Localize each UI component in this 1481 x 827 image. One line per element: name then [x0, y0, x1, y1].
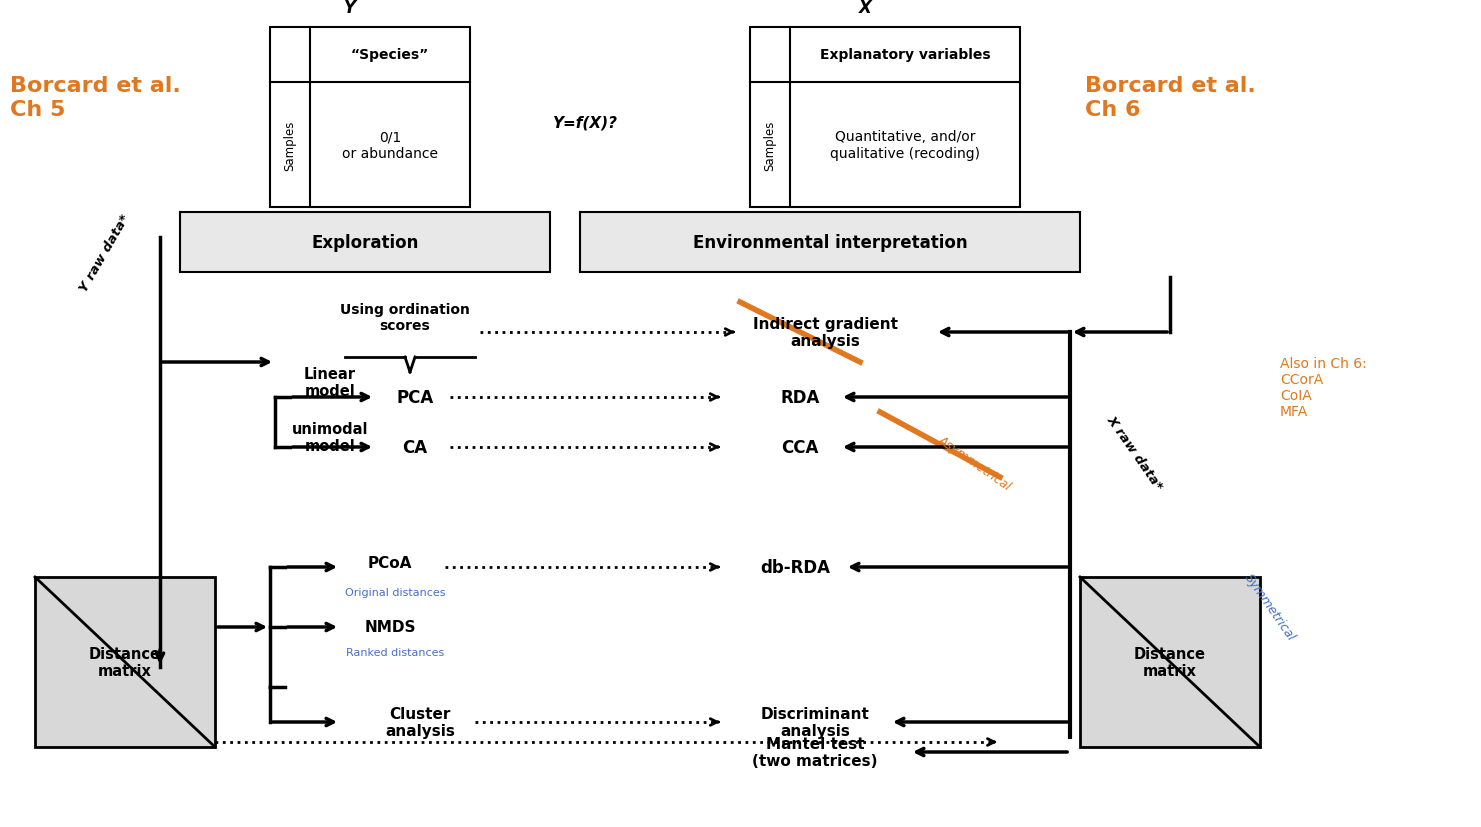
Text: CA: CA [403, 438, 428, 457]
Text: db-RDA: db-RDA [760, 558, 829, 576]
Text: Borcard et al.
Ch 6: Borcard et al. Ch 6 [1086, 76, 1256, 119]
Text: 0/1
or abundance: 0/1 or abundance [342, 130, 438, 160]
Text: Indirect gradient
analysis: Indirect gradient analysis [752, 317, 897, 349]
Text: Discriminant
analysis: Discriminant analysis [761, 706, 869, 739]
Bar [581, 213, 1080, 273]
Text: PCoA: PCoA [367, 555, 412, 570]
Text: Exploration: Exploration [311, 234, 419, 251]
Text: X raw data*: X raw data* [1105, 413, 1166, 492]
Text: Samples: Samples [283, 120, 296, 170]
Bar [181, 213, 549, 273]
Text: PCA: PCA [397, 389, 434, 407]
Text: Using ordination
scores: Using ordination scores [341, 303, 469, 332]
Bar [1080, 577, 1260, 747]
Text: Explanatory variables: Explanatory variables [819, 49, 991, 62]
Text: Symmetrical: Symmetrical [1243, 571, 1297, 643]
Text: Linear
model: Linear model [304, 366, 355, 399]
Text: Cluster
analysis: Cluster analysis [385, 706, 455, 739]
Text: Mantel test
(two matrices): Mantel test (two matrices) [752, 736, 878, 768]
Text: Y: Y [344, 0, 355, 17]
Text: Asymmetrical: Asymmetrical [936, 433, 1014, 492]
Text: Ranked distances: Ranked distances [347, 648, 444, 657]
Text: Also in Ch 6:
CCorA
CoIA
MFA: Also in Ch 6: CCorA CoIA MFA [1280, 356, 1367, 418]
Text: Y=f(X)?: Y=f(X)? [552, 115, 618, 131]
Text: Borcard et al.
Ch 5: Borcard et al. Ch 5 [10, 76, 181, 119]
Text: Environmental interpretation: Environmental interpretation [693, 234, 967, 251]
Text: “Species”: “Species” [351, 49, 429, 62]
Text: NMDS: NMDS [364, 619, 416, 635]
Text: CCA: CCA [782, 438, 819, 457]
Bar [270, 28, 469, 208]
Bar [36, 577, 215, 747]
Text: Samples: Samples [764, 120, 776, 170]
Text: unimodal
model: unimodal model [292, 421, 369, 454]
Text: X: X [859, 0, 871, 17]
Text: RDA: RDA [780, 389, 819, 407]
Text: Y raw data*: Y raw data* [77, 212, 132, 294]
Text: Original distances: Original distances [345, 587, 446, 597]
Text: Distance
matrix: Distance matrix [89, 646, 161, 678]
Text: Quantitative, and/or
qualitative (recoding): Quantitative, and/or qualitative (recodi… [829, 130, 980, 160]
Text: Distance
matrix: Distance matrix [1134, 646, 1206, 678]
Bar [749, 28, 1020, 208]
